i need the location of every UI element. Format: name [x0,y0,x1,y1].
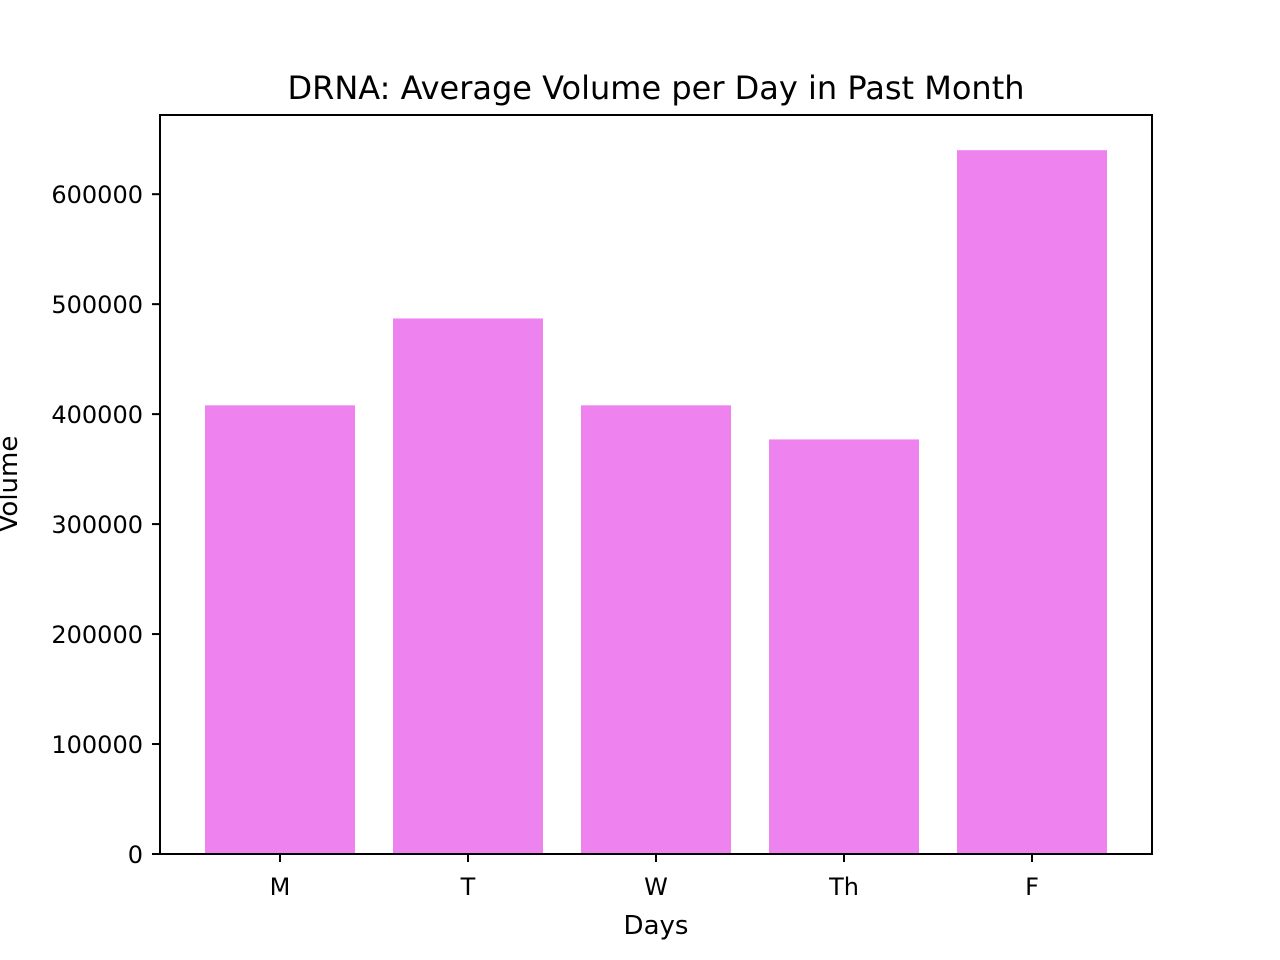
x-tick-label: Th [828,873,859,901]
x-tick-label: T [460,873,476,901]
x-axis-label: Days [624,911,689,941]
y-tick-label: 100000 [51,731,143,759]
y-tick-label: 200000 [51,621,143,649]
bars [205,150,1107,854]
x-tick-label: F [1025,873,1039,901]
y-tick-label: 400000 [51,401,143,429]
bar-th [769,439,919,854]
y-tick-label: 600000 [51,181,143,209]
y-axis-label: Volume [0,436,24,533]
chart-title: DRNA: Average Volume per Day in Past Mon… [287,69,1024,107]
y-tick-label: 300000 [51,511,143,539]
x-tick-label: M [270,873,291,901]
y-tick-label: 500000 [51,291,143,319]
x-tick-label: W [644,873,668,901]
bar-w [581,405,731,854]
y-axis: 0 100000 200000 300000 400000 500000 600000 [51,181,160,869]
bar-t [393,318,543,854]
x-axis: M T W Th F [270,854,1039,901]
bar-m [205,405,355,854]
y-tick-label: 0 [128,841,143,869]
bar-f [957,150,1107,854]
